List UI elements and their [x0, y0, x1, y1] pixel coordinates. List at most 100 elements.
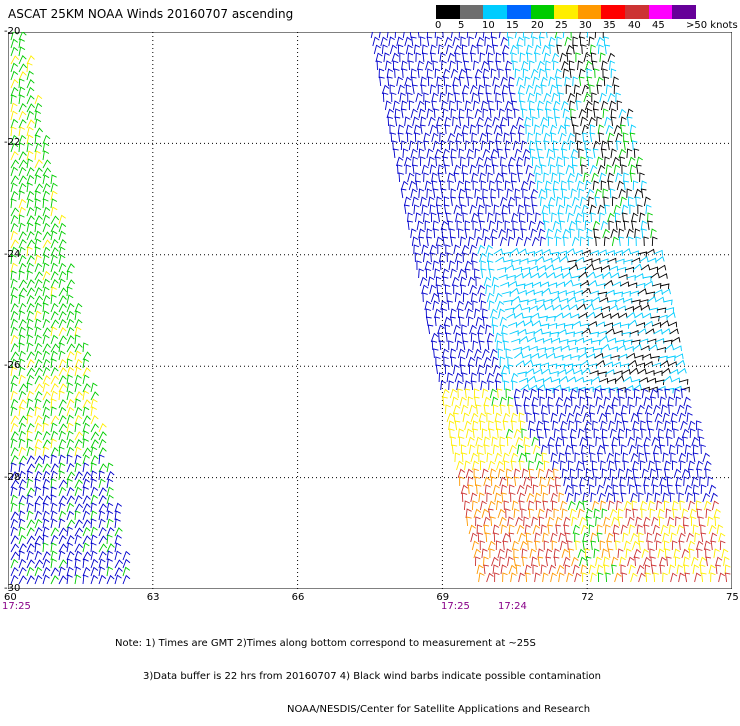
wind-barb — [475, 516, 481, 527]
wind-barb — [447, 220, 454, 231]
wind-barb — [677, 367, 687, 375]
wind-barb — [413, 204, 420, 215]
wind-barb — [26, 342, 34, 353]
wind-barb — [34, 310, 42, 321]
wind-barb — [575, 132, 581, 143]
wind-barb — [555, 196, 563, 207]
wind-barb — [616, 140, 622, 151]
wind-barb — [10, 535, 19, 545]
wind-barb — [541, 331, 551, 337]
wind-barb — [510, 412, 518, 423]
wind-barb — [527, 132, 534, 143]
wind-barb — [434, 148, 442, 159]
wind-barb — [639, 212, 646, 223]
wind-barb — [50, 534, 59, 545]
wind-barb — [534, 492, 542, 503]
wind-barb — [50, 326, 58, 337]
wind-barb — [462, 52, 468, 63]
wind-barb — [535, 212, 541, 223]
wind-barb — [602, 68, 608, 79]
wind-barb — [631, 220, 637, 231]
wind-barb — [551, 256, 561, 263]
wind-barb — [556, 36, 562, 47]
wind-barb — [584, 420, 592, 431]
wind-barb — [580, 564, 588, 575]
wind-barb — [34, 262, 43, 273]
wind-barb — [666, 556, 672, 567]
wind-barb — [648, 307, 659, 314]
wind-barb — [464, 300, 473, 311]
wind-barb — [90, 406, 98, 417]
wind-barb — [74, 406, 83, 417]
wind-barb — [655, 500, 663, 511]
wind-barb — [630, 412, 639, 423]
wind-barb — [700, 564, 706, 575]
wind-barb — [591, 60, 598, 71]
wind-barb — [432, 220, 439, 231]
wind-barb — [671, 420, 678, 431]
wind-barb — [614, 412, 622, 423]
wind-barb — [34, 398, 42, 409]
wind-barb — [10, 462, 17, 473]
wind-barb — [586, 32, 589, 39]
wind-barb — [592, 220, 601, 231]
wind-barb — [26, 239, 36, 249]
wind-barb — [426, 228, 433, 239]
wind-barb — [483, 396, 491, 407]
wind-barb — [26, 166, 35, 177]
wind-barb — [646, 532, 653, 543]
wind-barb — [557, 369, 567, 375]
wind-barb — [656, 264, 667, 271]
wind-barb — [582, 572, 588, 583]
wind-barb — [530, 352, 540, 359]
wind-barb — [90, 510, 98, 521]
wind-barb — [501, 324, 508, 335]
wind-barb — [669, 368, 679, 375]
wind-barb — [453, 412, 459, 423]
wind-barb — [491, 36, 498, 47]
wind-barb — [552, 460, 559, 471]
wind-barb — [462, 340, 469, 351]
wind-barb — [630, 452, 639, 463]
wind-barb — [543, 420, 550, 431]
wind-barb — [50, 575, 59, 585]
wind-barb — [42, 446, 50, 457]
wind-barb — [66, 502, 75, 513]
wind-barb — [10, 343, 19, 353]
wind-barb — [495, 540, 502, 551]
wind-barb — [537, 148, 543, 159]
wind-barb — [521, 108, 528, 119]
wind-barb — [393, 60, 399, 71]
wind-barb — [18, 430, 26, 441]
wind-barb — [623, 339, 633, 345]
wind-barb — [18, 302, 27, 313]
wind-barb — [525, 532, 532, 543]
wind-barb — [514, 351, 524, 359]
wind-barb — [575, 212, 583, 223]
wind-barb — [114, 550, 122, 561]
wind-barb — [686, 412, 693, 423]
wind-barb — [18, 134, 27, 145]
wind-barb — [518, 492, 526, 503]
wind-barb — [548, 484, 555, 495]
wind-barb — [58, 278, 66, 289]
wind-barb — [559, 500, 568, 511]
wind-barb — [458, 32, 460, 39]
wind-barb — [593, 388, 601, 399]
wind-barb — [501, 492, 507, 503]
wind-barb — [26, 95, 35, 105]
wind-barb — [18, 86, 26, 97]
wind-barb — [18, 279, 28, 289]
wind-barb — [26, 62, 33, 73]
wind-barb — [42, 150, 50, 161]
wind-barb — [620, 564, 626, 574]
wind-barb — [450, 156, 457, 167]
wind-barb — [516, 164, 523, 175]
wind-barb — [653, 452, 659, 463]
wind-barb — [508, 444, 517, 455]
map-frame — [8, 32, 732, 589]
wind-barb — [641, 548, 649, 559]
wind-barb — [631, 212, 639, 223]
wind-barb — [18, 502, 25, 513]
wind-barb — [579, 556, 587, 567]
